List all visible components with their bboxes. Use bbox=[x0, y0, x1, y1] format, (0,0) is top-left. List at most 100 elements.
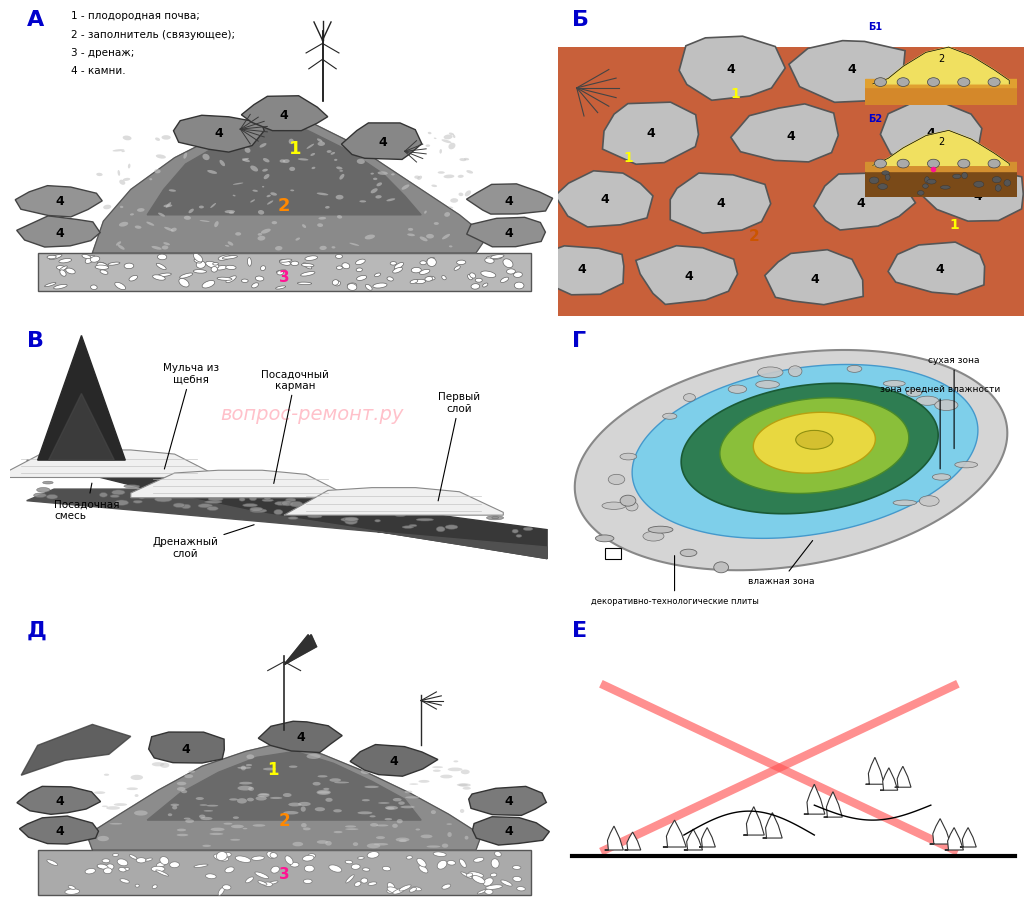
Text: 3: 3 bbox=[279, 270, 290, 285]
Polygon shape bbox=[865, 79, 1017, 88]
Ellipse shape bbox=[43, 482, 53, 484]
Ellipse shape bbox=[357, 811, 373, 814]
Ellipse shape bbox=[449, 133, 454, 136]
Text: 4: 4 bbox=[505, 794, 513, 807]
Ellipse shape bbox=[416, 829, 420, 831]
Ellipse shape bbox=[365, 235, 375, 240]
Ellipse shape bbox=[324, 788, 330, 790]
Ellipse shape bbox=[145, 858, 153, 861]
Ellipse shape bbox=[317, 224, 323, 228]
Ellipse shape bbox=[181, 790, 187, 793]
Ellipse shape bbox=[394, 263, 403, 269]
Ellipse shape bbox=[347, 284, 357, 291]
Ellipse shape bbox=[228, 212, 234, 215]
Ellipse shape bbox=[402, 527, 414, 528]
Ellipse shape bbox=[351, 864, 360, 869]
Ellipse shape bbox=[523, 528, 532, 531]
Ellipse shape bbox=[240, 498, 245, 502]
Ellipse shape bbox=[466, 873, 473, 877]
Ellipse shape bbox=[626, 502, 638, 511]
Ellipse shape bbox=[304, 866, 314, 872]
Ellipse shape bbox=[217, 278, 232, 281]
Text: влажная зона: влажная зона bbox=[749, 541, 815, 585]
Ellipse shape bbox=[164, 228, 174, 233]
Ellipse shape bbox=[289, 802, 301, 807]
Polygon shape bbox=[285, 635, 316, 664]
Ellipse shape bbox=[246, 764, 252, 766]
Text: 4: 4 bbox=[55, 794, 63, 807]
Ellipse shape bbox=[974, 182, 984, 188]
Ellipse shape bbox=[160, 857, 169, 865]
Ellipse shape bbox=[326, 841, 332, 845]
Ellipse shape bbox=[212, 140, 217, 142]
Ellipse shape bbox=[222, 885, 231, 890]
Ellipse shape bbox=[97, 864, 109, 869]
Ellipse shape bbox=[384, 818, 392, 821]
Ellipse shape bbox=[237, 799, 247, 804]
Ellipse shape bbox=[95, 266, 109, 270]
Polygon shape bbox=[173, 116, 264, 153]
Ellipse shape bbox=[248, 258, 251, 267]
Ellipse shape bbox=[200, 804, 207, 806]
Ellipse shape bbox=[303, 827, 310, 831]
Ellipse shape bbox=[169, 190, 176, 192]
Ellipse shape bbox=[66, 268, 75, 275]
Ellipse shape bbox=[368, 852, 379, 858]
Ellipse shape bbox=[113, 150, 124, 153]
Ellipse shape bbox=[209, 833, 223, 835]
Ellipse shape bbox=[918, 191, 924, 196]
Ellipse shape bbox=[262, 169, 268, 173]
Ellipse shape bbox=[207, 507, 218, 511]
Ellipse shape bbox=[398, 801, 404, 805]
Ellipse shape bbox=[447, 860, 456, 865]
Polygon shape bbox=[804, 784, 824, 814]
Ellipse shape bbox=[301, 264, 314, 267]
Ellipse shape bbox=[916, 397, 939, 406]
Ellipse shape bbox=[885, 175, 890, 181]
Ellipse shape bbox=[286, 498, 296, 502]
Ellipse shape bbox=[317, 140, 323, 143]
Ellipse shape bbox=[224, 210, 236, 214]
Ellipse shape bbox=[847, 366, 862, 373]
Ellipse shape bbox=[643, 532, 664, 541]
Ellipse shape bbox=[293, 842, 303, 846]
Ellipse shape bbox=[357, 857, 365, 859]
Ellipse shape bbox=[82, 255, 90, 259]
Polygon shape bbox=[720, 398, 908, 494]
Ellipse shape bbox=[264, 497, 270, 500]
Ellipse shape bbox=[198, 505, 212, 508]
Ellipse shape bbox=[512, 866, 521, 869]
Ellipse shape bbox=[788, 367, 802, 377]
Ellipse shape bbox=[514, 273, 522, 278]
Ellipse shape bbox=[179, 274, 193, 278]
Ellipse shape bbox=[460, 859, 466, 868]
Ellipse shape bbox=[608, 475, 625, 485]
Ellipse shape bbox=[444, 213, 451, 218]
Ellipse shape bbox=[134, 811, 147, 816]
Text: 4: 4 bbox=[505, 824, 513, 837]
Ellipse shape bbox=[274, 502, 288, 505]
Ellipse shape bbox=[177, 788, 185, 791]
Ellipse shape bbox=[369, 509, 386, 513]
Ellipse shape bbox=[263, 768, 276, 770]
Ellipse shape bbox=[375, 759, 389, 764]
Ellipse shape bbox=[347, 284, 356, 288]
Ellipse shape bbox=[258, 880, 267, 885]
Ellipse shape bbox=[878, 185, 888, 190]
Ellipse shape bbox=[283, 793, 292, 797]
Ellipse shape bbox=[166, 203, 171, 209]
Ellipse shape bbox=[332, 247, 336, 249]
Ellipse shape bbox=[371, 189, 378, 194]
Ellipse shape bbox=[232, 816, 239, 819]
Ellipse shape bbox=[46, 495, 57, 500]
Ellipse shape bbox=[415, 176, 420, 179]
Text: Мульча из
щебня: Мульча из щебня bbox=[163, 363, 219, 470]
Ellipse shape bbox=[354, 881, 360, 887]
Ellipse shape bbox=[231, 824, 244, 828]
Polygon shape bbox=[555, 172, 653, 228]
Polygon shape bbox=[888, 243, 985, 295]
Ellipse shape bbox=[346, 875, 354, 883]
Ellipse shape bbox=[482, 284, 487, 288]
Ellipse shape bbox=[183, 153, 187, 160]
Ellipse shape bbox=[468, 275, 472, 280]
